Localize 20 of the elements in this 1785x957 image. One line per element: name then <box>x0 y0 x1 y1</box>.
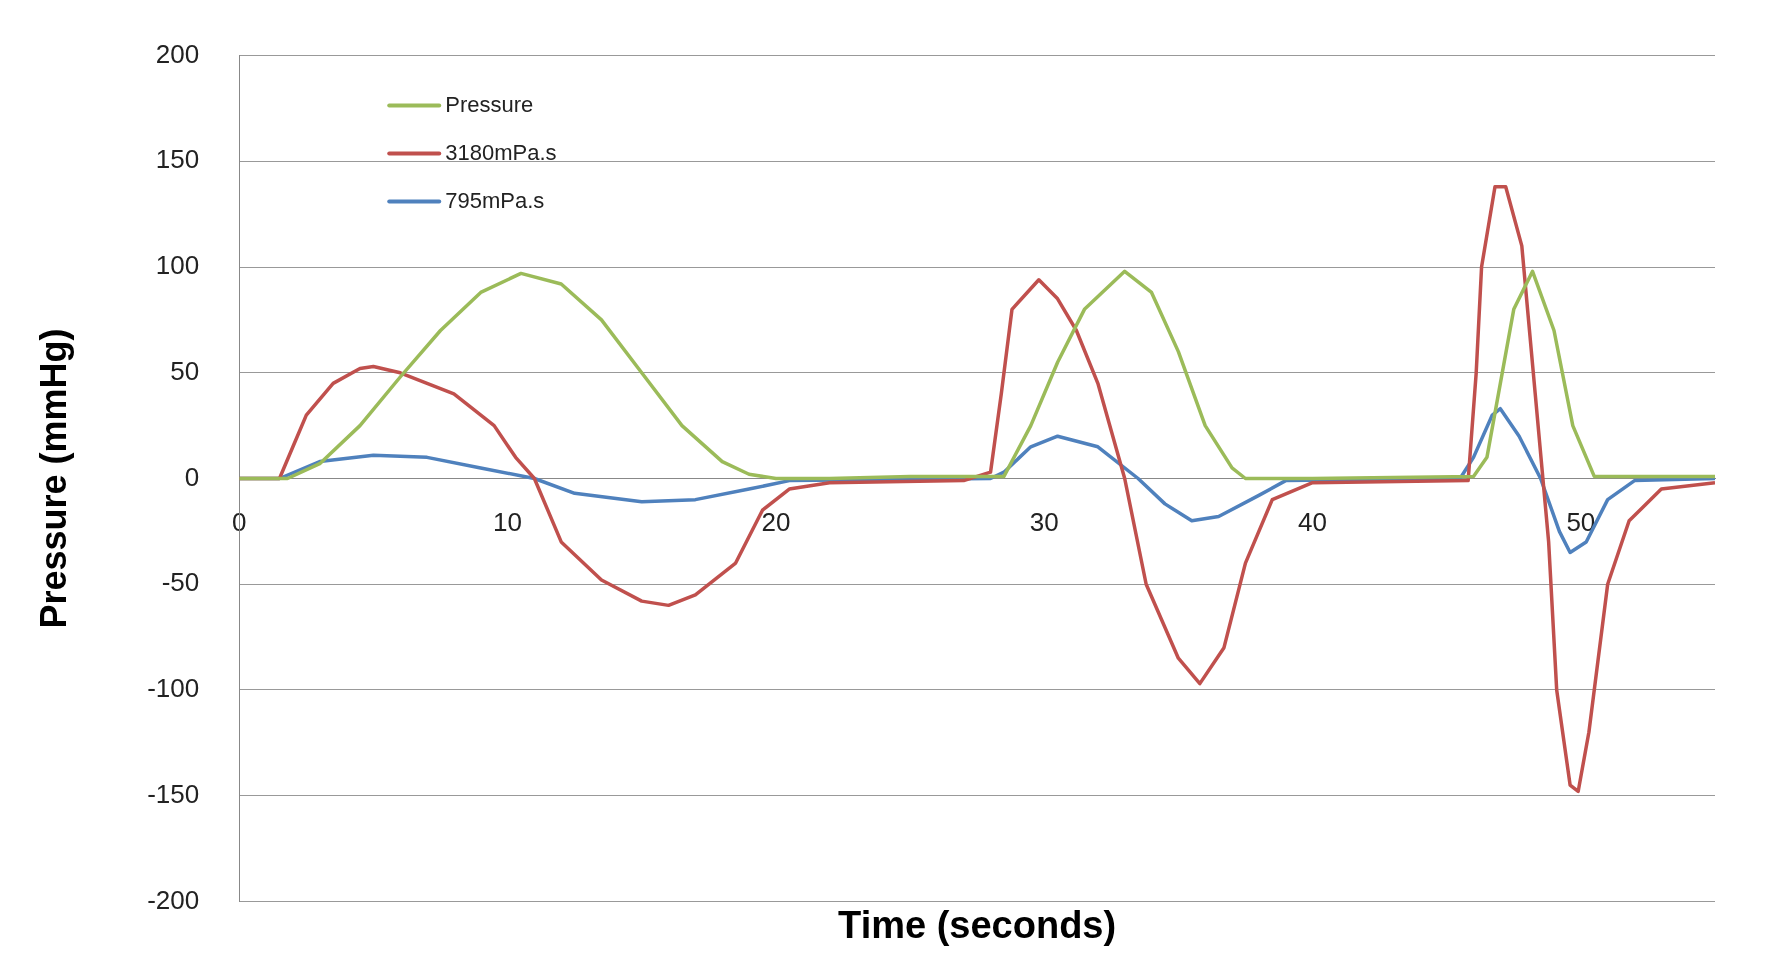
y-tick-label: -50 <box>161 567 200 598</box>
x-tick-label: 30 <box>1029 507 1059 538</box>
y-tick-label: 50 <box>170 355 200 386</box>
y-tick-label: -200 <box>147 884 200 915</box>
y-tick-label: 100 <box>155 250 200 281</box>
x-tick-label: 40 <box>1298 507 1327 538</box>
y-tick-label: 0 <box>184 461 200 492</box>
y-axis-title: Pressure (mmHg) <box>32 328 74 629</box>
legend-label: 795mPa.s <box>445 187 545 213</box>
x-tick-label: 10 <box>493 507 523 538</box>
x-axis-title: Time (seconds) <box>838 904 1117 947</box>
y-tick-label: -150 <box>147 778 200 809</box>
y-tick-label: 150 <box>155 144 200 175</box>
x-tick-label: 0 <box>232 507 247 538</box>
x-tick-label: 20 <box>761 507 791 538</box>
y-tick-label: -100 <box>147 673 200 704</box>
legend-label: 3180mPa.s <box>445 139 557 165</box>
legend-label: Pressure <box>445 91 534 117</box>
x-tick-label: 50 <box>1566 507 1596 538</box>
y-tick-label: 200 <box>155 38 200 69</box>
